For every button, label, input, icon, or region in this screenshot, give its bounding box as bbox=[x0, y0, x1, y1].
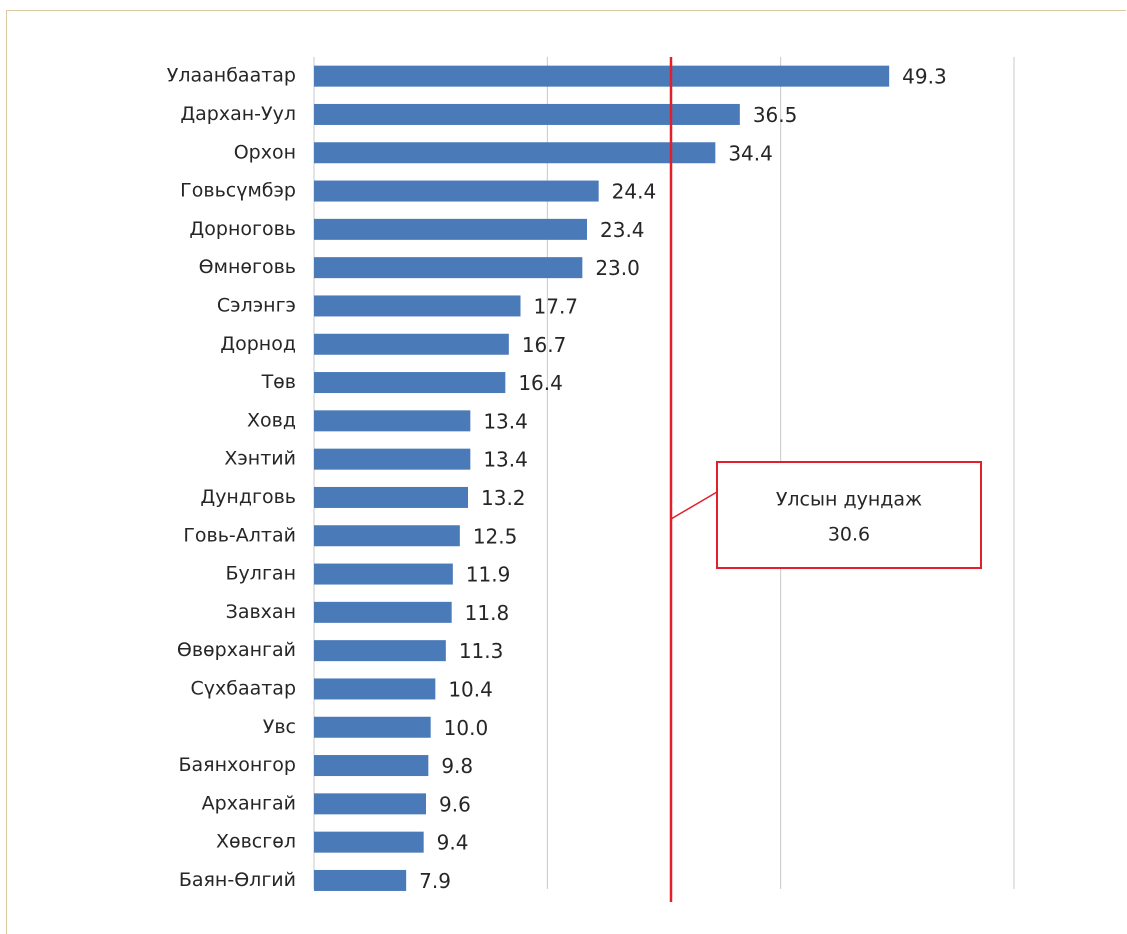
bar bbox=[314, 831, 424, 853]
bar bbox=[314, 869, 407, 891]
bar bbox=[314, 525, 460, 547]
bar bbox=[314, 716, 431, 738]
category-label: Завхан bbox=[226, 601, 296, 623]
category-label: Өвөрхангай bbox=[177, 639, 296, 661]
bar bbox=[314, 640, 446, 662]
bar bbox=[314, 180, 599, 202]
value-label: 16.4 bbox=[518, 371, 563, 395]
category-label: Ховд bbox=[247, 409, 296, 431]
category-label: Улаанбаатар bbox=[167, 65, 296, 87]
callout-box bbox=[716, 461, 982, 569]
category-label: Дорноговь bbox=[189, 218, 296, 240]
value-label: 13.2 bbox=[481, 486, 526, 510]
category-label: Дархан-Уул bbox=[180, 103, 296, 125]
value-label: 11.9 bbox=[466, 563, 511, 587]
category-label: Орхон bbox=[234, 141, 296, 163]
category-label: Хэнтий bbox=[224, 448, 296, 470]
value-label: 13.4 bbox=[483, 448, 528, 472]
value-label: 24.4 bbox=[612, 180, 657, 204]
value-label: 10.4 bbox=[448, 677, 493, 701]
value-label: 9.6 bbox=[439, 792, 471, 816]
bar bbox=[314, 678, 436, 700]
value-label: 13.4 bbox=[483, 409, 528, 433]
bar bbox=[314, 793, 426, 815]
bar bbox=[314, 755, 429, 777]
chart-frame bbox=[6, 10, 1126, 934]
category-label: Баянхонгор bbox=[179, 754, 297, 776]
value-label: 16.7 bbox=[522, 333, 567, 357]
value-label: 23.4 bbox=[600, 218, 645, 242]
bar bbox=[314, 257, 583, 279]
value-label: 9.8 bbox=[441, 754, 473, 778]
category-label: Өмнөговь bbox=[199, 256, 296, 278]
bar bbox=[314, 142, 716, 164]
bar bbox=[314, 65, 890, 87]
value-label: 9.4 bbox=[437, 831, 469, 855]
value-label: 36.5 bbox=[753, 103, 798, 127]
category-label: Архангай bbox=[202, 792, 296, 814]
category-label: Говьсүмбэр bbox=[180, 180, 296, 202]
bar bbox=[314, 486, 468, 508]
value-label: 23.0 bbox=[595, 256, 640, 280]
callout-value: 30.6 bbox=[828, 524, 870, 546]
bar bbox=[314, 372, 506, 394]
category-label: Говь-Алтай bbox=[183, 524, 296, 546]
category-label: Дундговь bbox=[200, 486, 296, 508]
category-label: Хөвсгөл bbox=[216, 831, 296, 853]
bar bbox=[314, 563, 453, 585]
category-label: Сүхбаатар bbox=[190, 677, 296, 699]
value-label: 12.5 bbox=[473, 524, 518, 548]
bar bbox=[314, 103, 740, 125]
bar bbox=[314, 448, 471, 470]
value-label: 34.4 bbox=[728, 141, 773, 165]
category-label: Сэлэнгэ bbox=[217, 294, 296, 316]
value-label: 17.7 bbox=[534, 294, 579, 318]
bar bbox=[314, 295, 521, 317]
value-label: 10.0 bbox=[444, 716, 489, 740]
value-label: 11.3 bbox=[459, 639, 504, 663]
bar bbox=[314, 333, 509, 355]
category-label: Төв bbox=[261, 371, 296, 393]
callout-label: Улсын дундаж bbox=[776, 489, 922, 511]
value-label: 7.9 bbox=[419, 869, 451, 893]
category-label: Баян-Өлгий bbox=[179, 869, 296, 891]
category-label: Увс bbox=[263, 716, 296, 738]
callout-connector bbox=[670, 491, 718, 520]
bar bbox=[314, 410, 471, 432]
category-label: Дорнод bbox=[220, 333, 296, 355]
bar bbox=[314, 218, 587, 240]
value-label: 49.3 bbox=[902, 65, 947, 89]
category-label: Булган bbox=[226, 563, 296, 585]
bar bbox=[314, 601, 452, 623]
value-label: 11.8 bbox=[465, 601, 510, 625]
